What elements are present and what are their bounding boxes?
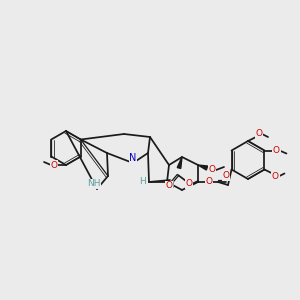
Text: O: O	[256, 130, 262, 139]
Text: O: O	[208, 166, 215, 175]
Text: H: H	[167, 182, 173, 190]
Polygon shape	[198, 165, 208, 170]
Text: N: N	[129, 153, 137, 163]
Text: O: O	[50, 160, 58, 169]
Text: NH: NH	[87, 179, 101, 188]
Text: O: O	[223, 172, 230, 181]
Text: O: O	[185, 179, 193, 188]
Polygon shape	[177, 157, 182, 169]
Text: O: O	[206, 178, 212, 187]
Text: O: O	[273, 146, 280, 155]
Text: O: O	[166, 182, 172, 190]
Text: O: O	[272, 172, 279, 181]
Text: H: H	[140, 178, 146, 187]
